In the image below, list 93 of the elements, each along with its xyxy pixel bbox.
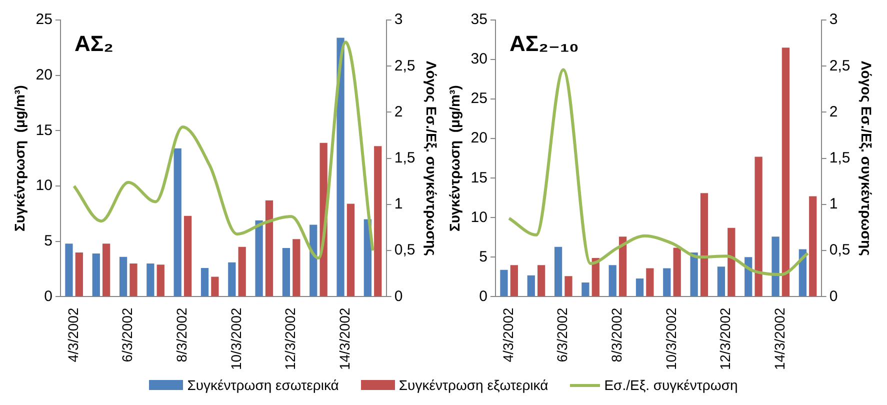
y2-tick-label: 1 [394, 196, 403, 213]
bar [292, 239, 300, 296]
bar [211, 276, 219, 296]
bar [146, 264, 154, 296]
y2-tick-label: 0,5 [394, 242, 416, 259]
y-tick-label: 10 [36, 177, 52, 194]
y-tick-label: 0 [44, 288, 52, 305]
bar [510, 265, 518, 296]
legend-label: Εσ./Εξ. συγκέντρωση [604, 377, 738, 393]
x-tick-label: 10/3/2002 [228, 308, 244, 370]
y-tick-label: 15 [470, 169, 488, 186]
bar [809, 196, 817, 296]
x-tick-label: 8/3/2002 [608, 308, 625, 362]
bar [75, 252, 83, 296]
y-tick-label: 25 [470, 90, 488, 108]
x-tick-label: 12/3/2002 [717, 308, 734, 370]
x-tick-label: 10/3/2002 [662, 308, 679, 370]
bar [717, 266, 726, 296]
x-tick-label: 6/3/2002 [554, 308, 570, 362]
y2-tick-label: 0,5 [829, 242, 850, 259]
x-tick-label: 4/3/2002 [500, 308, 516, 362]
bar [754, 156, 762, 296]
y-tick-label: 35 [470, 11, 488, 28]
bar [527, 275, 535, 296]
y-tick-label: 15 [36, 122, 52, 139]
bar [564, 276, 572, 296]
bar [728, 228, 736, 296]
y2-tick-label: 2,5 [829, 57, 850, 74]
bar [346, 204, 355, 296]
legend-label: Συγκέντρωση εσωτερικά [187, 377, 339, 393]
annotation: ΑΣ₂ [74, 31, 114, 56]
bar [690, 252, 698, 296]
y2-tick-label: 2 [394, 103, 403, 120]
y2-tick-label: 1 [829, 196, 838, 213]
bar [374, 146, 382, 296]
bar [228, 262, 236, 296]
bar [65, 244, 73, 296]
bar [663, 268, 671, 296]
bar [130, 264, 138, 296]
bar [608, 265, 616, 296]
bar [255, 220, 263, 296]
y-tick-label: 30 [470, 50, 488, 68]
bar [282, 248, 290, 296]
bar [782, 48, 790, 296]
bar [310, 224, 318, 296]
x-tick-label: 8/3/2002 [174, 308, 190, 362]
y2-axis-title: Λόγος Εσ./Εξ. συγκέντρωσης [858, 60, 875, 256]
y-axis-title: Συγκέντρωση (μg/m³) [446, 85, 462, 232]
bar [537, 265, 546, 296]
bar [265, 200, 274, 296]
y-tick-label: 5 [479, 248, 488, 266]
y-tick-label: 25 [36, 11, 52, 28]
y2-tick-label: 0 [829, 288, 838, 305]
bar [156, 264, 164, 296]
bar [238, 246, 246, 296]
annotation: ΑΣ₂₋₁₀ [509, 31, 579, 56]
bar [772, 236, 780, 296]
bar [119, 256, 128, 296]
bar [673, 248, 681, 296]
y-axis-title: Συγκέντρωση (μg/m³) [11, 85, 28, 232]
bar [200, 268, 209, 296]
y-tick-label: 5 [44, 232, 52, 250]
y2-tick-label: 1,5 [394, 150, 416, 166]
x-tick-label: 4/3/2002 [64, 308, 81, 362]
y2-axis-title: Λόγος Εσ./Εξ. συγκέντρωσης [424, 60, 440, 256]
bar [336, 38, 344, 296]
x-tick-label: 12/3/2002 [282, 308, 298, 370]
bar [184, 216, 192, 296]
y-tick-label: 10 [470, 208, 488, 226]
bar [618, 236, 627, 296]
y2-tick-label: 3 [829, 11, 838, 28]
bar [700, 193, 708, 296]
y2-tick-label: 3 [394, 11, 403, 28]
y2-tick-label: 1,5 [829, 150, 850, 166]
x-tick-label: 14/3/2002 [771, 308, 788, 370]
y-tick-label: 20 [470, 130, 488, 147]
y-tick-label: 0 [479, 288, 488, 305]
x-tick-label: 6/3/2002 [119, 308, 136, 362]
line-series [508, 68, 810, 276]
bar [174, 148, 182, 296]
y2-tick-label: 2,5 [394, 57, 416, 74]
bar [500, 270, 508, 296]
bar [554, 246, 562, 296]
y2-tick-label: 2 [829, 103, 838, 120]
x-tick-label: 14/3/2002 [336, 308, 352, 370]
bar [582, 282, 590, 296]
bar [102, 244, 110, 296]
legend-label: Συγκέντρωση εξωτερικά [398, 377, 548, 393]
y2-tick-label: 0 [394, 288, 403, 305]
y-tick-label: 20 [36, 66, 52, 84]
bar [636, 278, 644, 296]
bar [92, 254, 100, 296]
bar [646, 268, 654, 296]
